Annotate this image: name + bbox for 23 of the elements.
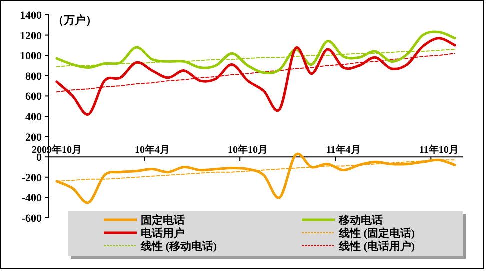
y-tick-label: 1000 bbox=[20, 50, 42, 63]
legend-label: 线性 (电话用户) bbox=[338, 240, 416, 253]
legend-label: 线性 (移动电话) bbox=[140, 240, 218, 253]
line-series bbox=[56, 30, 456, 74]
legend-label: 移动电话 bbox=[338, 214, 383, 227]
y-tick-label: 600 bbox=[26, 91, 42, 104]
y-tick-label: 800 bbox=[26, 70, 42, 83]
x-tick-label: 10年10月 bbox=[228, 144, 268, 156]
x-tick-label: 10年4月 bbox=[135, 144, 170, 156]
line-series bbox=[56, 37, 456, 116]
y-tick-label: 200 bbox=[26, 132, 42, 144]
y-tick-label: -600 bbox=[22, 213, 42, 225]
y-axis-title: （万户） bbox=[53, 14, 97, 27]
x-tick-label: 11年10月 bbox=[419, 144, 459, 156]
legend-label: 线性 (固定电话) bbox=[338, 227, 416, 240]
y-tick-label: 400 bbox=[26, 112, 42, 124]
y-tick-label: -400 bbox=[22, 192, 42, 205]
x-tick-label: 11年4月 bbox=[326, 144, 361, 156]
y-tick-label: 1200 bbox=[20, 30, 42, 42]
y-tick-label: -200 bbox=[22, 172, 42, 184]
legend-label: 固定电话 bbox=[141, 214, 185, 227]
legend-label: 电话用户 bbox=[141, 227, 185, 240]
y-tick-label: 1400 bbox=[20, 10, 42, 22]
